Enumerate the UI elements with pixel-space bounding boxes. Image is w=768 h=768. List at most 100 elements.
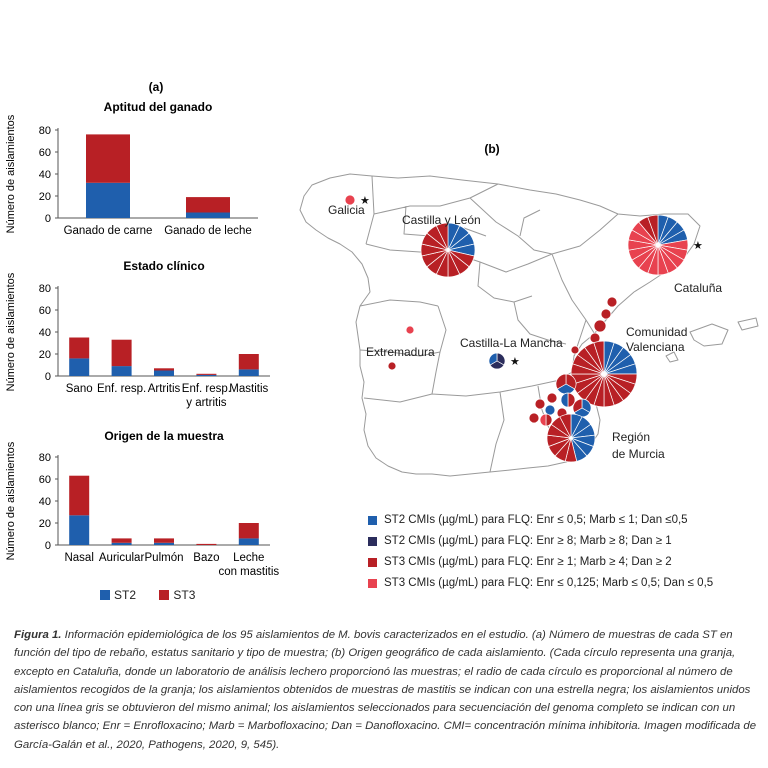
mastitis-star-icon: ★ [510, 355, 520, 368]
caption-title: Figura 1. [14, 629, 62, 641]
x-tick-label: Sano [66, 383, 93, 395]
farm-pie [539, 413, 553, 427]
x-tick-label: Enf. resp. [182, 383, 231, 395]
bar-st3 [111, 339, 132, 367]
farm-pie [560, 392, 576, 408]
bar-st3 [111, 538, 132, 543]
farm-pie [606, 296, 618, 308]
bar-st2 [238, 369, 259, 376]
y-axis-label: Número de aislamientos [5, 441, 17, 560]
pie-slice [572, 398, 583, 413]
pie-slice [545, 413, 553, 427]
mastitis-star-icon: ★ [360, 194, 370, 207]
farm-pie [544, 404, 556, 416]
balearic-menorca [737, 317, 759, 331]
farm-pie [405, 325, 415, 335]
bar-st3 [69, 475, 90, 516]
bar-st2 [86, 182, 130, 218]
bar-st3 [86, 134, 130, 183]
chart-1: Aptitud del ganado Número de aislamientos… [5, 100, 258, 237]
legend-item-st3-low: ST3 CMIs (µg/mL) para FLQ: Enr ≤ 0,125; … [368, 573, 713, 594]
pie-slice [534, 398, 546, 410]
pie-slice [567, 392, 576, 408]
pie-slice [546, 392, 558, 404]
bar-charts: Aptitud del ganado Número de aislamientos… [5, 100, 279, 578]
chart-title: Estado clínico [123, 259, 204, 273]
region-label-extremadura: Extremadura [366, 345, 435, 359]
farm-pie [528, 412, 540, 424]
bar-legend-item-st3: ST3 [159, 588, 195, 602]
x-tick-label: y artritis [186, 397, 227, 409]
bar-st3 [154, 538, 174, 543]
x-tick-label: Bazo [193, 552, 219, 564]
bar-st3 [238, 523, 259, 539]
pie-slice [544, 404, 556, 416]
bar-st3 [196, 373, 217, 375]
y-tick-label: 80 [39, 452, 51, 464]
x-tick-label: Leche [233, 552, 264, 564]
figure-caption: Figura 1. Información epidemiológica de … [14, 626, 759, 754]
pie-slice [344, 194, 356, 206]
legend-text: ST3 CMIs (µg/mL) para FLQ: Enr ≥ 1; Marb… [384, 556, 672, 568]
bar-st2 [111, 542, 132, 545]
legend-text: ST2 CMIs (µg/mL) para FLQ: Enr ≥ 8; Marb… [384, 535, 672, 547]
bar-st3 [196, 543, 217, 545]
legend-swatch [368, 558, 377, 567]
legend-item-st2-low: ST2 CMIs (µg/mL) para FLQ: Enr ≤ 0,5; Ma… [368, 510, 713, 531]
figure-canvas: (a) Aptitud del ganado Número de aislamie… [5, 80, 759, 578]
y-tick-label: 80 [39, 125, 51, 137]
legend-swatch [368, 537, 377, 546]
pie-slice [606, 296, 618, 308]
y-tick-label: 40 [39, 327, 51, 339]
region-label-castilla-leon: Castilla y León [402, 213, 481, 227]
panel-a-label: (a) [149, 80, 164, 94]
y-tick-label: 60 [39, 474, 51, 486]
pie-slice [387, 361, 397, 371]
bar-st2 [69, 515, 90, 545]
y-tick-label: 40 [39, 169, 51, 181]
farm-pie [546, 392, 558, 404]
farm-pie [570, 340, 638, 408]
bar-st3 [69, 337, 90, 359]
y-tick-label: 0 [45, 540, 51, 552]
y-tick-label: 0 [45, 371, 51, 383]
bar-st3 [186, 197, 230, 213]
bar-st3 [154, 368, 174, 371]
legend-item-st2-high: ST2 CMIs (µg/mL) para FLQ: Enr ≥ 8; Marb… [368, 531, 713, 552]
bar-st3 [238, 354, 259, 370]
legend-text: ST3 CMIs (µg/mL) para FLQ: Enr ≤ 0,125; … [384, 577, 714, 589]
farm-pie [593, 319, 607, 333]
y-tick-label: 20 [39, 191, 51, 203]
x-tick-label: Nasal [64, 552, 93, 564]
y-tick-label: 20 [39, 349, 51, 361]
legend-text: ST2 CMIs (µg/mL) para FLQ: Enr ≤ 0,5; Ma… [384, 514, 688, 526]
chart-title: Aptitud del ganado [104, 100, 213, 114]
pie-slice [560, 392, 569, 408]
region-label-valenciana-1: Comunidad [626, 325, 687, 339]
x-tick-label: Auricular [99, 552, 145, 564]
y-tick-label: 80 [39, 283, 51, 295]
chart-2: Estado clínico Número de aislamientos 0 20 4… [5, 259, 270, 409]
bar-st2 [111, 366, 132, 376]
pie-slice [647, 214, 659, 246]
panel-b-label: (b) [484, 142, 499, 156]
farm-pie [546, 413, 596, 463]
x-tick-label: Pulmón [145, 552, 184, 564]
legend-swatch [368, 516, 377, 525]
caption-text: Información epidemiológica de los 95 ais… [14, 629, 757, 751]
y-tick-label: 0 [45, 213, 51, 225]
farm-pie [600, 308, 612, 320]
y-tick-label: 40 [39, 496, 51, 508]
pie-slice [559, 413, 572, 439]
farm-pie [572, 398, 592, 418]
x-tick-label: Ganado de carne [64, 225, 153, 237]
x-tick-label: con mastitis [218, 566, 279, 578]
pie-slice [528, 412, 540, 424]
pie-slice [435, 222, 449, 251]
farm-pie [534, 398, 546, 410]
legend-swatch [100, 590, 110, 600]
pie-slice [488, 352, 498, 366]
farm-pie [570, 345, 580, 355]
bar-st2 [154, 370, 174, 376]
y-tick-label: 60 [39, 305, 51, 317]
